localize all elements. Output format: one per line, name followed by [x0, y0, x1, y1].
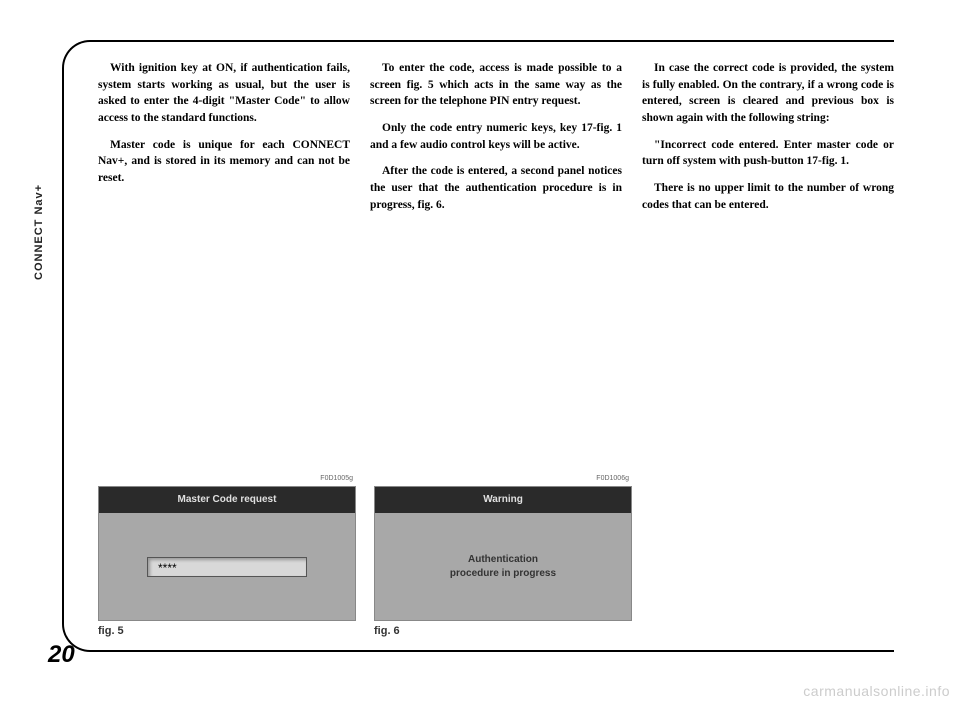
- column-2: To enter the code, access is made pos­si…: [370, 60, 622, 223]
- figure-5: F0D1005g Master Code request **** fig. 5: [98, 486, 356, 637]
- figure-6-header: Warning: [375, 487, 631, 513]
- figure-ref: F0D1005g: [320, 475, 353, 482]
- figure-5-caption: fig. 5: [98, 625, 356, 637]
- paragraph: After the code is entered, a second pane…: [370, 163, 622, 213]
- paragraph: Master code is unique for each CON­NECT …: [98, 137, 350, 187]
- figures-row: F0D1005g Master Code request **** fig. 5…: [98, 486, 632, 637]
- figure-6-caption: fig. 6: [374, 625, 632, 637]
- paragraph: Only the code entry numeric keys, key 17…: [370, 120, 622, 153]
- figure-5-header: Master Code request: [99, 487, 355, 513]
- auth-line-1: Authentication: [468, 554, 538, 565]
- paragraph: There is no upper limit to the num­ber o…: [642, 180, 894, 213]
- column-1: With ignition key at ON, if authenti­cat…: [98, 60, 350, 223]
- watermark: carmanualsonline.info: [803, 683, 950, 699]
- paragraph: In case the correct code is provided, th…: [642, 60, 894, 127]
- figure-5-image: F0D1005g Master Code request ****: [98, 486, 356, 621]
- side-label: CONNECT Nav+: [33, 184, 45, 280]
- figure-6: F0D1006g Warning Authentication procedur…: [374, 486, 632, 637]
- figure-ref: F0D1006g: [596, 475, 629, 482]
- text-columns: With ignition key at ON, if authenti­cat…: [98, 60, 896, 223]
- auth-line-2: procedure in progress: [450, 568, 556, 579]
- figure-5-body: ****: [99, 513, 355, 620]
- page-number: 20: [48, 641, 75, 669]
- column-3: In case the correct code is provided, th…: [642, 60, 894, 223]
- master-code-input: ****: [147, 557, 307, 577]
- paragraph: With ignition key at ON, if authenti­cat…: [98, 60, 350, 127]
- paragraph: "Incorrect code entered. Enter mas­ter c…: [642, 137, 894, 170]
- figure-6-body: Authentication procedure in progress: [375, 513, 631, 620]
- figure-6-image: F0D1006g Warning Authentication procedur…: [374, 486, 632, 621]
- paragraph: To enter the code, access is made pos­si…: [370, 60, 622, 110]
- auth-progress-text: Authentication procedure in progress: [450, 553, 556, 581]
